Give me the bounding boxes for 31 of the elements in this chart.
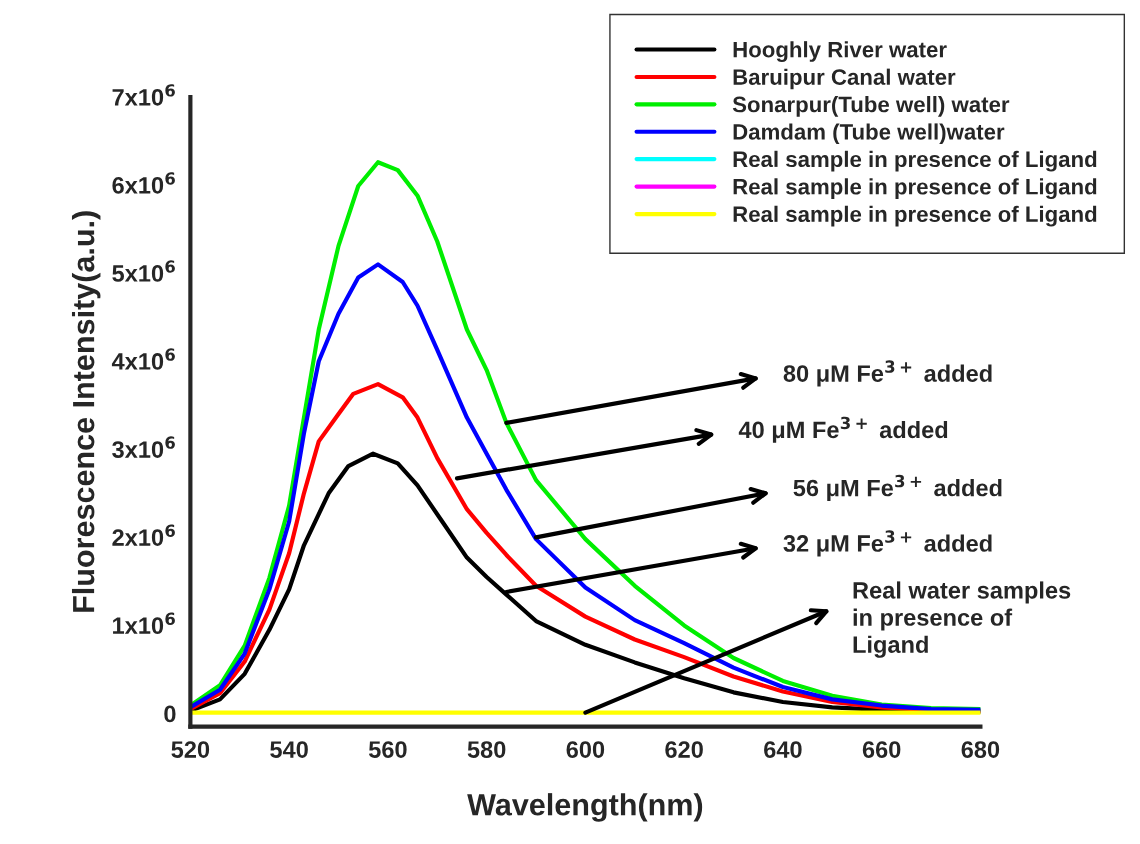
annotation: 56 μM Fe$^{3+}$ added bbox=[793, 474, 1002, 501]
x-tick-label: 680 bbox=[961, 741, 1000, 758]
legend-label: Hooghly River water bbox=[733, 41, 947, 62]
y-tick-label: 4x10$^{6}$ bbox=[111, 348, 175, 370]
y-tick-label: 3x10$^{6}$ bbox=[112, 436, 175, 458]
y-tick-label: 5x10$^{6}$ bbox=[112, 260, 175, 282]
annotation: Real water samples in presence of Ligand bbox=[853, 581, 1071, 658]
legend-label: Real sample in presence of Ligand bbox=[733, 178, 1097, 200]
legend-label: Real sample in presence of Ligand bbox=[733, 205, 1097, 227]
annotation: 32 μM Fe$^{3+}$ added bbox=[783, 530, 992, 557]
annotation: 80 μM Fe$^{3+}$ added bbox=[783, 360, 992, 387]
x-tick-label: 640 bbox=[764, 741, 802, 758]
legend-label: Sonarpur(Tube well) water bbox=[732, 96, 1010, 117]
y-tick-label: 6x10$^{6}$ bbox=[112, 172, 175, 194]
x-axis-title: Wavelength(nm) bbox=[467, 793, 703, 822]
y-axis-title: Fluorescence Intensity(a.u.) bbox=[71, 211, 101, 612]
legend-label: Damdam (Tube well)water bbox=[733, 123, 1005, 145]
x-tick-label: 580 bbox=[467, 741, 506, 758]
legend-label: Real sample in presence of Ligand bbox=[733, 150, 1097, 172]
y-tick-label: 2x10$^{6}$ bbox=[112, 524, 175, 546]
y-tick-label: 1x10$^{6}$ bbox=[113, 612, 175, 635]
x-tick-label: 660 bbox=[862, 741, 901, 758]
x-tick-label: 560 bbox=[368, 741, 407, 758]
x-tick-label: 600 bbox=[566, 741, 605, 758]
x-tick-label: 520 bbox=[171, 741, 210, 758]
y-tick-label: 0 bbox=[164, 705, 176, 723]
x-tick-label: 620 bbox=[665, 741, 703, 758]
x-tick-label: 540 bbox=[270, 741, 308, 758]
annotation: 40 μM Fe$^{3+}$ added bbox=[738, 416, 948, 443]
legend-label: Baruipur Canal water bbox=[733, 68, 956, 90]
y-tick-label: 7x10$^{6}$ bbox=[112, 84, 175, 106]
